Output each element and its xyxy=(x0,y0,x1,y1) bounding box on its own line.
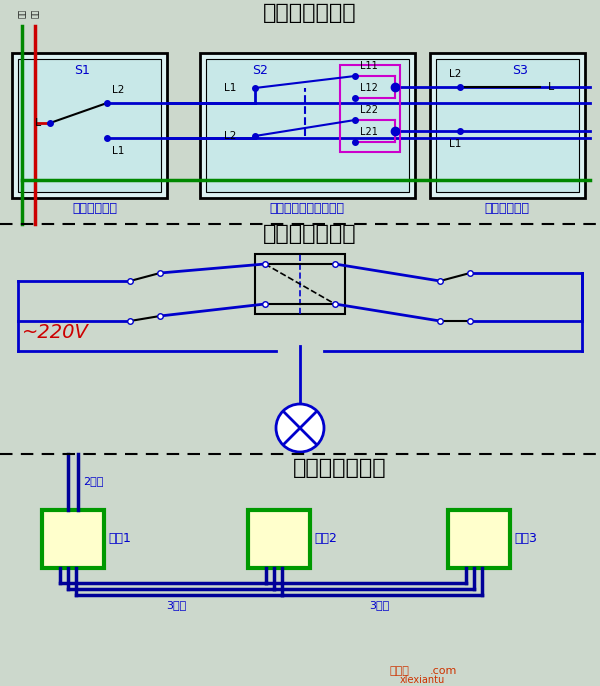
Bar xyxy=(340,65,400,152)
Bar xyxy=(18,59,161,192)
Bar xyxy=(206,59,409,192)
Text: 中途开关（三控开关）: 中途开关（三控开关） xyxy=(269,202,344,215)
Text: S3: S3 xyxy=(512,64,528,78)
Bar xyxy=(248,510,310,568)
Text: 地线: 地线 xyxy=(17,9,26,18)
Text: L11: L11 xyxy=(360,61,378,71)
Text: L1: L1 xyxy=(449,139,461,149)
Text: 单开双控开关: 单开双控开关 xyxy=(73,202,118,215)
Text: 2根线: 2根线 xyxy=(83,476,103,486)
Text: 三控开关原理图: 三控开关原理图 xyxy=(263,224,357,244)
Text: .com: .com xyxy=(430,666,457,676)
Bar xyxy=(12,53,167,198)
Bar xyxy=(0,454,600,686)
Text: S2: S2 xyxy=(252,64,268,78)
Bar xyxy=(255,254,345,314)
Text: 开关3: 开关3 xyxy=(514,532,537,545)
Bar xyxy=(0,224,600,454)
Text: L2: L2 xyxy=(112,85,124,95)
Text: L2: L2 xyxy=(449,69,461,79)
Text: 接线图: 接线图 xyxy=(390,666,410,676)
Text: L1: L1 xyxy=(112,146,124,156)
Bar xyxy=(0,0,600,224)
Text: xlexiantu: xlexiantu xyxy=(400,675,445,685)
Text: 3根线: 3根线 xyxy=(369,600,389,610)
Text: 单开双控开关: 单开双控开关 xyxy=(485,202,530,215)
Bar xyxy=(200,53,415,198)
Text: L21: L21 xyxy=(360,127,378,137)
Bar xyxy=(448,510,510,568)
Text: ~220V: ~220V xyxy=(22,323,89,342)
Text: 三控开关布线图: 三控开关布线图 xyxy=(293,458,387,478)
Text: L1: L1 xyxy=(224,83,236,93)
Bar xyxy=(430,53,585,198)
Bar xyxy=(42,510,104,568)
Text: 开关1: 开关1 xyxy=(108,532,131,545)
Text: 3根线: 3根线 xyxy=(166,600,186,610)
Text: S1: S1 xyxy=(74,64,90,78)
Circle shape xyxy=(276,404,324,452)
Text: 火线: 火线 xyxy=(31,9,40,18)
Text: 开关2: 开关2 xyxy=(314,532,337,545)
Text: L: L xyxy=(548,82,554,92)
Text: L2: L2 xyxy=(224,131,236,141)
Text: 三控开关接线图: 三控开关接线图 xyxy=(263,3,357,23)
Text: L12: L12 xyxy=(360,83,378,93)
Text: L22: L22 xyxy=(360,105,378,115)
Bar xyxy=(436,59,579,192)
Text: L: L xyxy=(35,118,41,128)
